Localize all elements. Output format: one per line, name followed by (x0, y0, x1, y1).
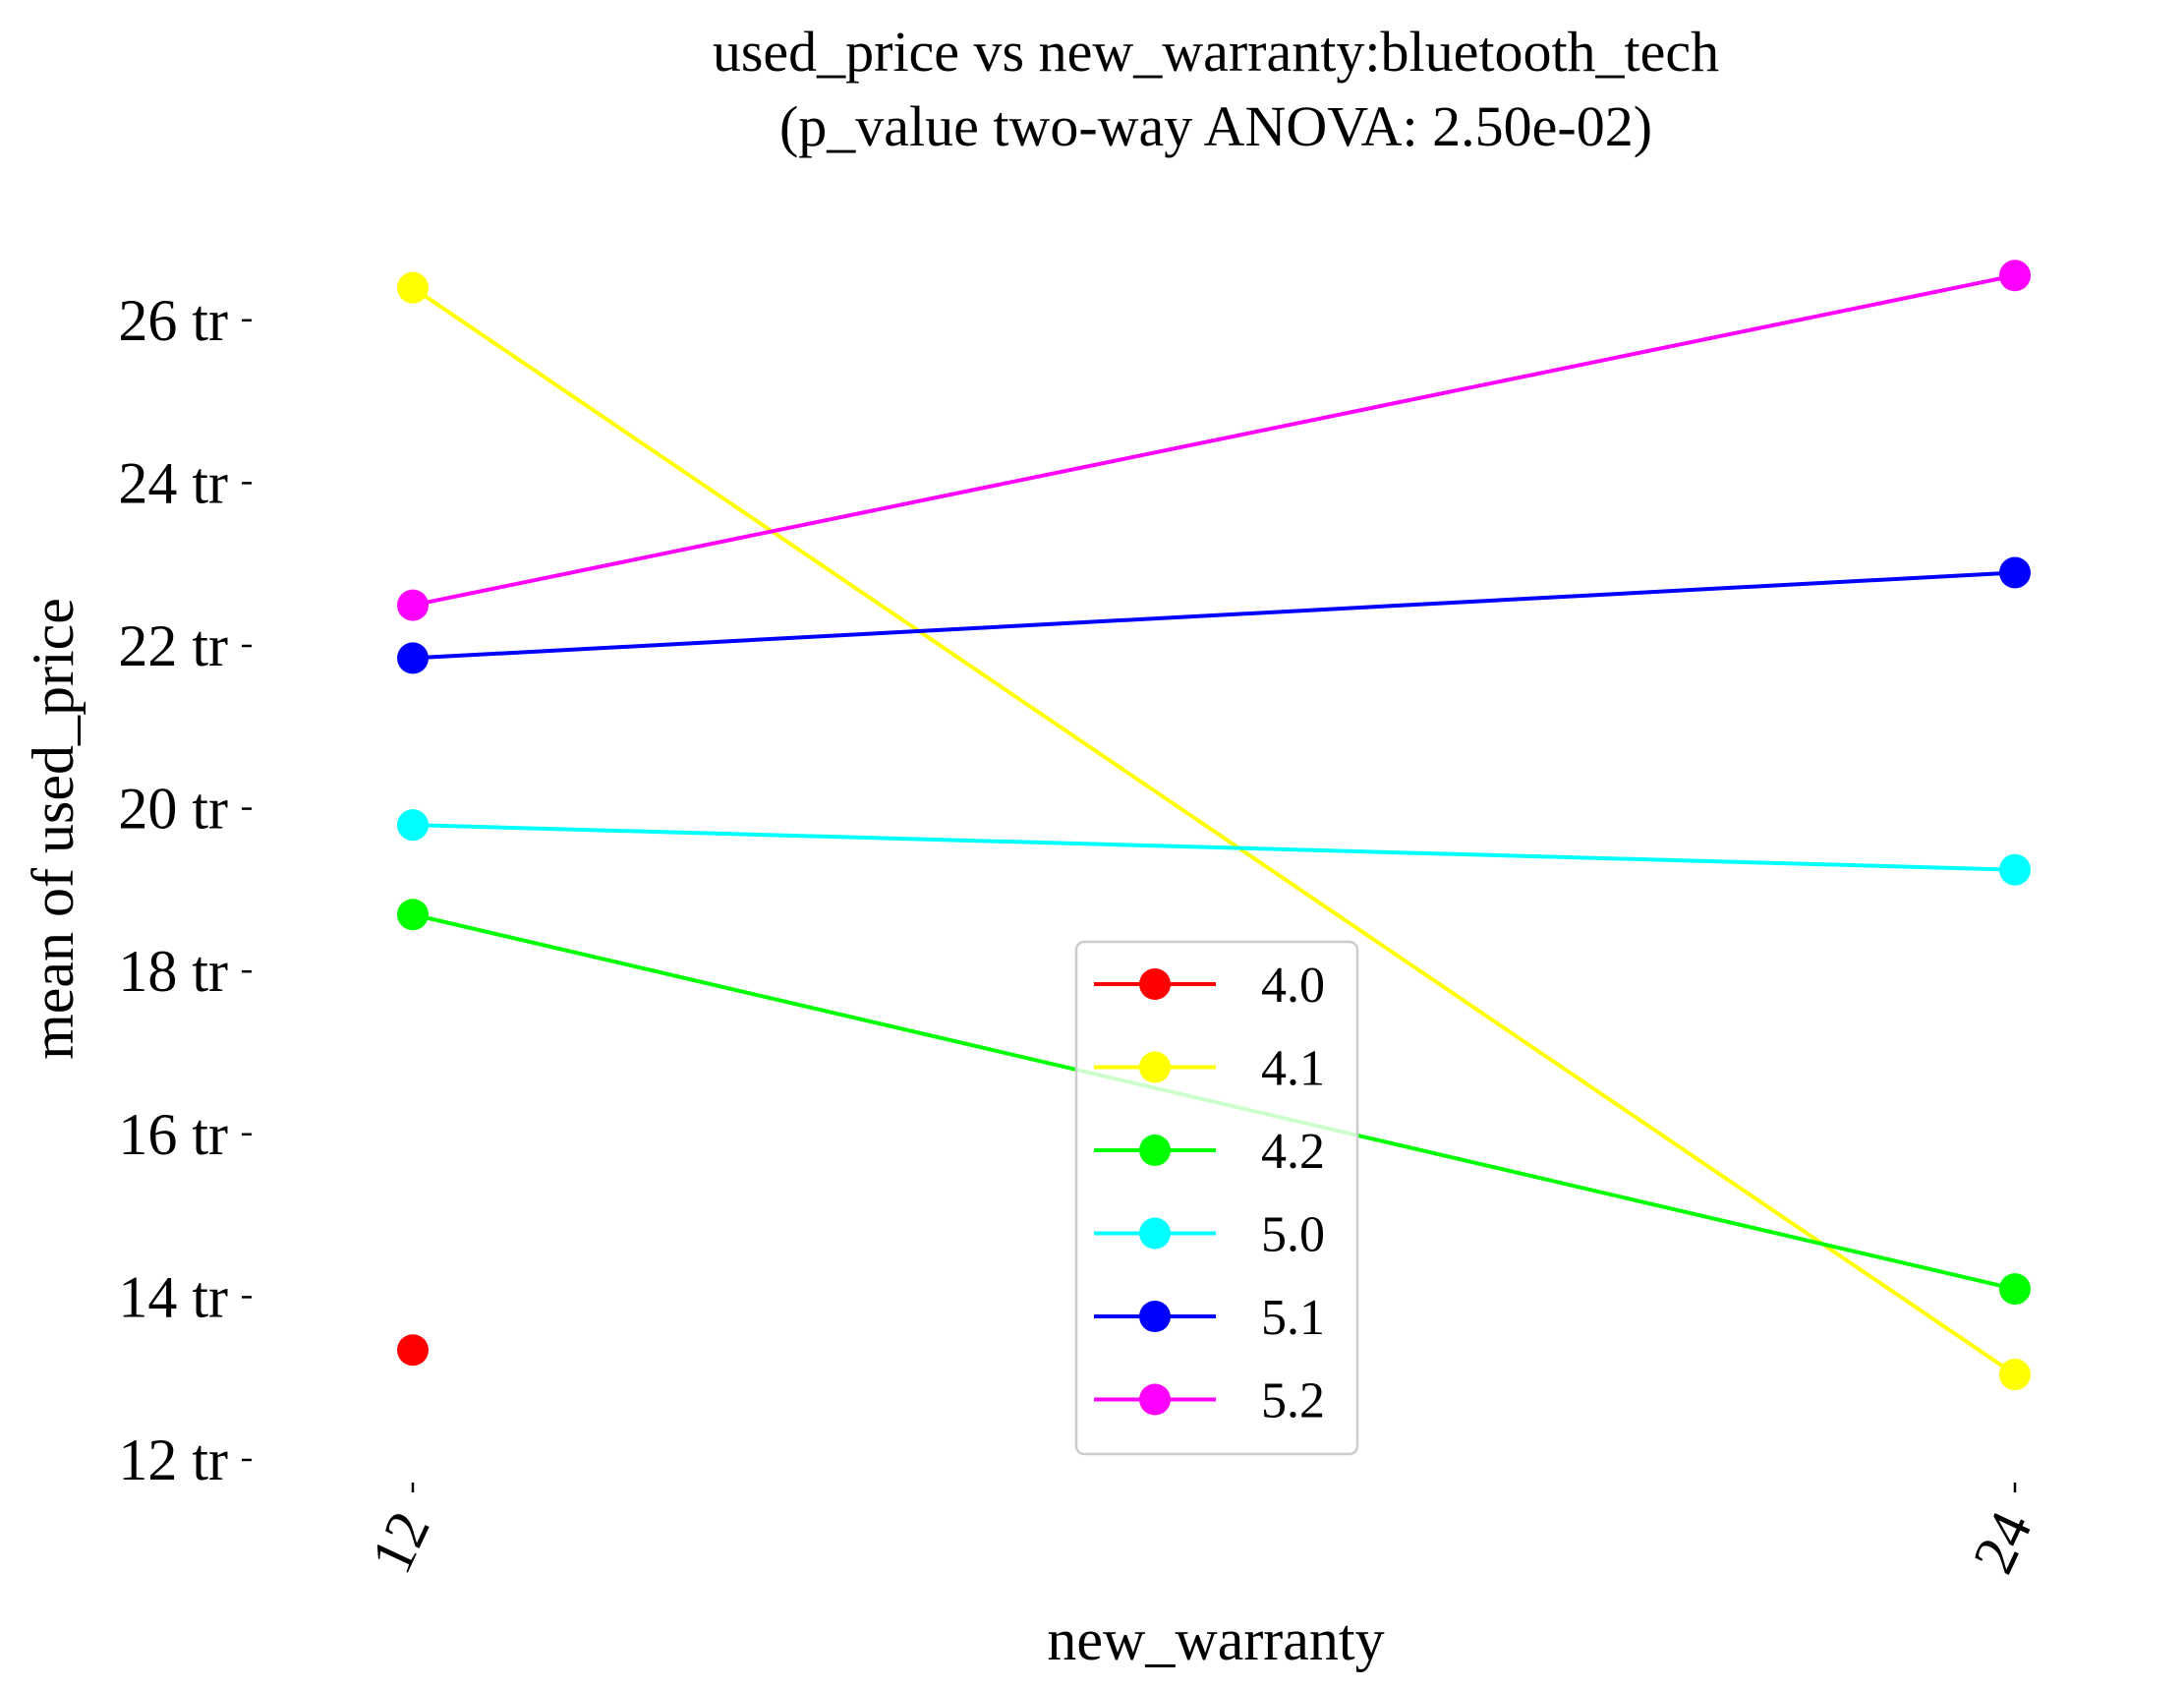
data-point (397, 589, 429, 621)
data-point (397, 899, 429, 931)
legend-label: 4.2 (1261, 1124, 1325, 1180)
y-tick-label: 20 tr (118, 777, 228, 842)
legend-entry: 5.1 (1094, 1290, 1325, 1346)
chart-title: used_price vs new_warranty:bluetooth_tec… (713, 20, 1719, 84)
data-point (397, 271, 429, 304)
legend-label: 5.0 (1261, 1207, 1325, 1263)
chart-subtitle: (p_value two-way ANOVA: 2.50e-02) (779, 94, 1652, 158)
legend-entry: 5.0 (1094, 1207, 1325, 1263)
y-tick-label: 12 tr (118, 1427, 228, 1492)
series-5-1 (397, 556, 2031, 674)
data-point (1999, 260, 2031, 292)
legend-marker (1139, 1383, 1171, 1416)
y-tick-label: 26 tr (118, 288, 228, 353)
y-tick-label: 18 tr (118, 939, 228, 1004)
legend-entry: 4.2 (1094, 1124, 1325, 1180)
legend-marker (1139, 1217, 1171, 1250)
legend-marker (1139, 1301, 1171, 1332)
series-4-1 (397, 271, 2031, 1391)
series-line (411, 286, 2017, 1376)
y-tick-label: 24 tr (118, 450, 228, 515)
legend-label: 5.2 (1261, 1373, 1325, 1429)
y-axis: 12 tr 14 tr 16 tr 18 tr 20 tr 22 tr 24 tr 26 tr (118, 288, 252, 1492)
legend-label: 5.1 (1261, 1290, 1325, 1346)
legend: 4.0 4.1 4.2 5.0 5.1 5.2 (1074, 940, 1359, 1456)
series-line (412, 823, 2016, 872)
series-5-2 (397, 260, 2031, 621)
legend-marker (1139, 1051, 1171, 1083)
legend-entry: 4.0 (1094, 958, 1325, 1014)
data-point (1999, 853, 2031, 886)
data-point (1999, 1273, 2031, 1306)
x-axis-label: new_warranty (1047, 1607, 1384, 1672)
series-4-0 (397, 1334, 429, 1367)
legend-entry: 4.1 (1094, 1041, 1325, 1097)
series-5-0 (397, 809, 2031, 886)
legend-marker (1139, 968, 1171, 1000)
series-line (412, 273, 2016, 608)
legend-label: 4.1 (1261, 1041, 1325, 1097)
legend-label: 4.0 (1261, 958, 1325, 1014)
series-line (412, 570, 2016, 661)
data-point (397, 809, 429, 842)
data-point (397, 1334, 429, 1367)
legend-entry: 5.2 (1094, 1373, 1325, 1429)
y-tick-label: 22 tr (118, 613, 228, 678)
data-point (397, 642, 429, 674)
y-tick-label: 14 tr (118, 1264, 228, 1329)
data-point (1999, 556, 2031, 589)
data-point (1999, 1359, 2031, 1391)
y-tick-label: 16 tr (118, 1102, 228, 1167)
y-axis-label: mean of used_price (21, 598, 86, 1060)
legend-marker (1139, 1135, 1171, 1166)
